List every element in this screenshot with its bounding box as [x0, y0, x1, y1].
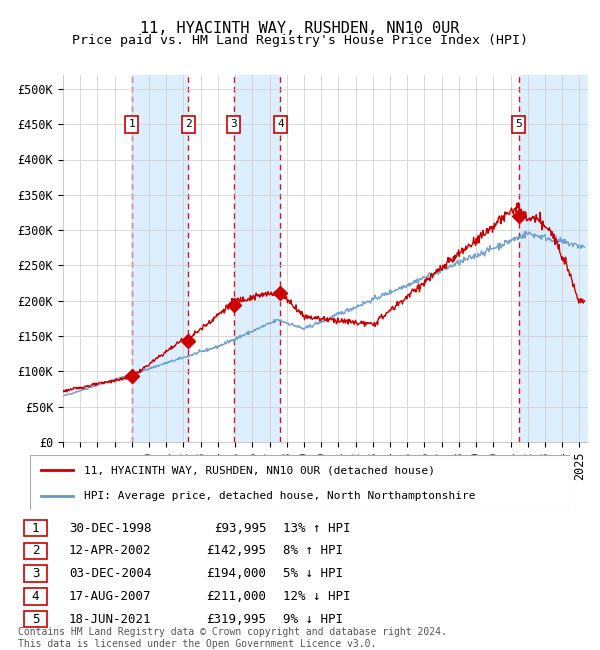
FancyBboxPatch shape — [30, 455, 570, 510]
Text: 30-DEC-1998: 30-DEC-1998 — [69, 521, 151, 534]
Text: 2: 2 — [32, 545, 39, 558]
Text: 1: 1 — [128, 119, 135, 129]
Bar — [234, 75, 280, 442]
Text: 03-DEC-2004: 03-DEC-2004 — [69, 567, 151, 580]
Text: £194,000: £194,000 — [206, 567, 266, 580]
Text: 5: 5 — [515, 119, 522, 129]
FancyBboxPatch shape — [23, 543, 47, 559]
Text: 1: 1 — [32, 521, 39, 534]
Text: 11, HYACINTH WAY, RUSHDEN, NN10 0UR (detached house): 11, HYACINTH WAY, RUSHDEN, NN10 0UR (det… — [84, 465, 435, 475]
Text: 9% ↓ HPI: 9% ↓ HPI — [283, 612, 343, 625]
Text: £93,995: £93,995 — [214, 521, 266, 534]
Text: Price paid vs. HM Land Registry's House Price Index (HPI): Price paid vs. HM Land Registry's House … — [72, 34, 528, 47]
Text: 4: 4 — [277, 119, 284, 129]
Text: 3: 3 — [32, 567, 39, 580]
Text: 5% ↓ HPI: 5% ↓ HPI — [283, 567, 343, 580]
Text: 17-AUG-2007: 17-AUG-2007 — [69, 590, 151, 603]
Bar — [518, 75, 588, 442]
Text: £319,995: £319,995 — [206, 612, 266, 625]
Bar — [132, 75, 188, 442]
Text: 3: 3 — [230, 119, 237, 129]
Text: 11, HYACINTH WAY, RUSHDEN, NN10 0UR: 11, HYACINTH WAY, RUSHDEN, NN10 0UR — [140, 21, 460, 36]
FancyBboxPatch shape — [23, 566, 47, 582]
Text: HPI: Average price, detached house, North Northamptonshire: HPI: Average price, detached house, Nort… — [84, 491, 476, 501]
Text: 5: 5 — [32, 612, 39, 625]
FancyBboxPatch shape — [23, 520, 47, 536]
Text: £211,000: £211,000 — [206, 590, 266, 603]
Text: 4: 4 — [32, 590, 39, 603]
Text: Contains HM Land Registry data © Crown copyright and database right 2024.
This d: Contains HM Land Registry data © Crown c… — [18, 627, 447, 649]
Text: £142,995: £142,995 — [206, 545, 266, 558]
FancyBboxPatch shape — [23, 611, 47, 627]
Text: 8% ↑ HPI: 8% ↑ HPI — [283, 545, 343, 558]
FancyBboxPatch shape — [23, 588, 47, 604]
Bar — [575, 75, 600, 442]
Text: 12% ↓ HPI: 12% ↓ HPI — [283, 590, 350, 603]
Text: 13% ↑ HPI: 13% ↑ HPI — [283, 521, 350, 534]
Text: 12-APR-2002: 12-APR-2002 — [69, 545, 151, 558]
Text: 2: 2 — [185, 119, 192, 129]
Text: 18-JUN-2021: 18-JUN-2021 — [69, 612, 151, 625]
